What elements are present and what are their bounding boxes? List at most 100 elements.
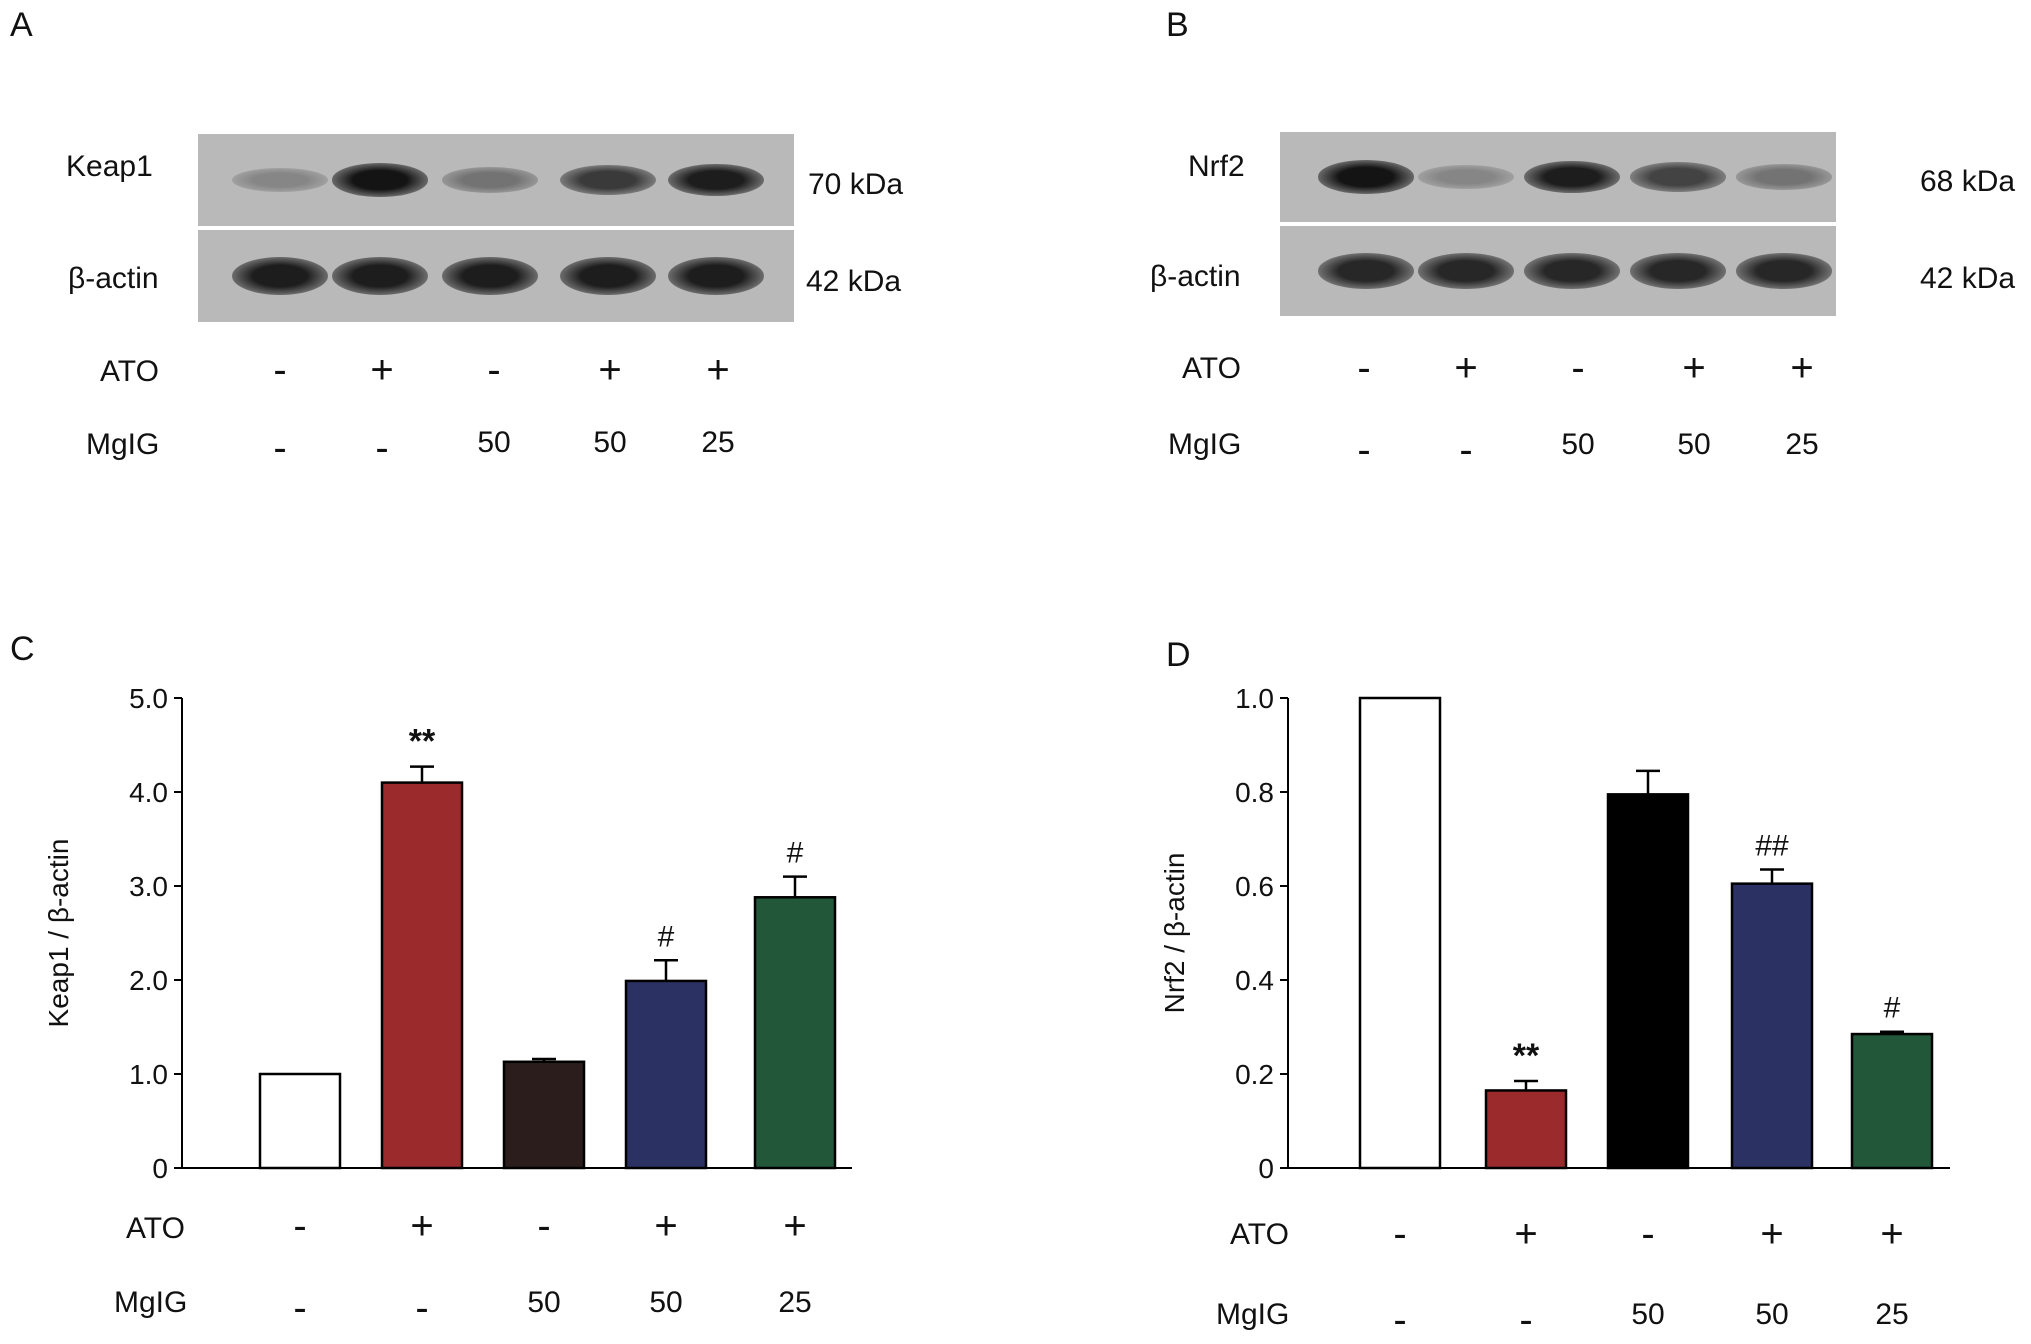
nrf2-band-3 bbox=[1524, 160, 1620, 194]
cond-b-mgig-4: 50 bbox=[1677, 428, 1711, 461]
bar-4 bbox=[1730, 882, 1814, 1170]
beta-actin-blot-strip-b bbox=[1280, 226, 1836, 316]
cond-d-ato-4: + bbox=[1760, 1212, 1784, 1256]
y-tick-label: 1.0 bbox=[129, 1059, 168, 1090]
cond-d-mgig-1: - bbox=[1393, 1298, 1407, 1342]
keap1-band-5 bbox=[668, 163, 764, 197]
significance-label-5: # bbox=[787, 837, 804, 870]
cond-d-mgig-5: 25 bbox=[1875, 1298, 1909, 1331]
cond-d-ato-3: - bbox=[1641, 1212, 1655, 1256]
panel-letter-c: C bbox=[10, 630, 35, 668]
cond-b-mgig-2: - bbox=[1459, 428, 1473, 472]
mgig-label-b: MgIG bbox=[1168, 428, 1242, 461]
y-tick-label: 2.0 bbox=[129, 965, 168, 996]
cond-a-ato-2: + bbox=[370, 348, 394, 392]
y-tick-label: 0.8 bbox=[1235, 777, 1274, 808]
significance-label-2: ** bbox=[1513, 1037, 1540, 1075]
cond-d-mgig-2: - bbox=[1519, 1298, 1533, 1342]
cond-c-ato-3: - bbox=[537, 1204, 551, 1248]
beta-actin-kda-b: 42 kDa bbox=[1920, 262, 2016, 295]
beta-actin-label-b: β-actin bbox=[1150, 260, 1241, 293]
bar-5 bbox=[1850, 1032, 1934, 1170]
bar-2 bbox=[1484, 1089, 1568, 1170]
significance-label-4: # bbox=[658, 920, 675, 953]
beta-actin-b-band-1 bbox=[1318, 253, 1414, 289]
beta-actin-a-band-1 bbox=[232, 256, 328, 296]
keap1-band-4 bbox=[560, 164, 656, 196]
ato-label-d: ATO bbox=[1230, 1218, 1289, 1251]
cond-d-mgig-3: 50 bbox=[1631, 1298, 1665, 1331]
bar-chart-c: 0 1.0 2.0 3.0 4.0 5.0 Keap1 / β-actin ** # # bbox=[43, 683, 852, 1184]
beta-actin-blot-strip-a bbox=[198, 230, 794, 322]
cond-b-ato-5: + bbox=[1790, 346, 1814, 390]
keap1-band-1 bbox=[232, 167, 328, 193]
cond-a-mgig-4: 50 bbox=[593, 426, 627, 459]
y-tick-label: 3.0 bbox=[129, 871, 168, 902]
cond-c-ato-5: + bbox=[783, 1204, 807, 1248]
keap1-band-2 bbox=[332, 163, 428, 197]
cond-d-ato-1: - bbox=[1393, 1212, 1407, 1256]
beta-actin-b-band-5 bbox=[1736, 253, 1832, 289]
nrf2-band-1 bbox=[1318, 160, 1414, 194]
bar-3 bbox=[1606, 793, 1690, 1170]
nrf2-kda: 68 kDa bbox=[1920, 165, 2016, 198]
keap1-band-3 bbox=[442, 167, 538, 193]
panel-letter-b: B bbox=[1166, 6, 1189, 44]
y-tick-label: 5.0 bbox=[129, 683, 168, 714]
y-tick-label: 4.0 bbox=[129, 777, 168, 808]
cond-a-mgig-1: - bbox=[273, 426, 287, 470]
bar-1 bbox=[1358, 696, 1442, 1170]
nrf2-band-5 bbox=[1736, 164, 1832, 190]
y-tick-label: 0.6 bbox=[1235, 871, 1274, 902]
cond-a-ato-4: + bbox=[598, 348, 622, 392]
mgig-label-a: MgIG bbox=[86, 428, 160, 461]
cond-b-mgig-3: 50 bbox=[1561, 428, 1595, 461]
beta-actin-b-band-4 bbox=[1630, 253, 1726, 289]
cond-c-mgig-1: - bbox=[293, 1286, 307, 1330]
cond-c-mgig-2: - bbox=[415, 1286, 429, 1330]
ato-label-a: ATO bbox=[100, 355, 159, 388]
cond-c-ato-4: + bbox=[654, 1204, 678, 1248]
bar-2 bbox=[380, 781, 464, 1170]
beta-actin-label-a: β-actin bbox=[68, 262, 159, 295]
cond-c-ato-2: + bbox=[410, 1204, 434, 1248]
beta-actin-b-band-3 bbox=[1524, 253, 1620, 289]
beta-actin-a-band-4 bbox=[560, 256, 656, 296]
keap1-blot-strip bbox=[198, 134, 794, 226]
nrf2-band-2 bbox=[1418, 164, 1514, 190]
bar-5 bbox=[753, 896, 837, 1170]
cond-c-mgig-4: 50 bbox=[649, 1286, 683, 1319]
y-tick-label: 0 bbox=[152, 1153, 168, 1184]
cond-c-ato-1: - bbox=[293, 1204, 307, 1248]
y-tick-label: 1.0 bbox=[1235, 683, 1274, 714]
cond-b-ato-3: - bbox=[1571, 346, 1585, 390]
cond-d-mgig-4: 50 bbox=[1755, 1298, 1789, 1331]
significance-label-2: ** bbox=[409, 723, 436, 761]
cond-b-ato-2: + bbox=[1454, 346, 1478, 390]
bar-3 bbox=[502, 1060, 586, 1170]
panel-letter-a: A bbox=[10, 6, 33, 44]
cond-b-ato-4: + bbox=[1682, 346, 1706, 390]
keap1-kda: 70 kDa bbox=[808, 168, 904, 201]
panel-letter-d: D bbox=[1166, 636, 1191, 674]
beta-actin-b-band-2 bbox=[1418, 253, 1514, 289]
cond-a-ato-1: - bbox=[273, 348, 287, 392]
nrf2-blot-strip bbox=[1280, 132, 1836, 222]
significance-label-5: # bbox=[1884, 992, 1901, 1025]
nrf2-label: Nrf2 bbox=[1188, 150, 1245, 183]
y-axis-label: Keap1 / β-actin bbox=[43, 839, 74, 1028]
cond-a-ato-3: - bbox=[487, 348, 501, 392]
cond-a-mgig-3: 50 bbox=[477, 426, 511, 459]
cond-b-mgig-1: - bbox=[1357, 428, 1371, 472]
cond-b-ato-1: - bbox=[1357, 346, 1371, 390]
bar-4 bbox=[624, 979, 708, 1170]
significance-label-4: ## bbox=[1755, 830, 1789, 863]
cond-c-mgig-3: 50 bbox=[527, 1286, 561, 1319]
cond-b-mgig-5: 25 bbox=[1785, 428, 1819, 461]
beta-actin-a-band-3 bbox=[442, 256, 538, 296]
bar-1 bbox=[258, 1072, 342, 1170]
mgig-label-d: MgIG bbox=[1216, 1298, 1290, 1331]
beta-actin-a-band-5 bbox=[668, 256, 764, 296]
cond-a-mgig-5: 25 bbox=[701, 426, 735, 459]
ato-label-b: ATO bbox=[1182, 352, 1241, 385]
